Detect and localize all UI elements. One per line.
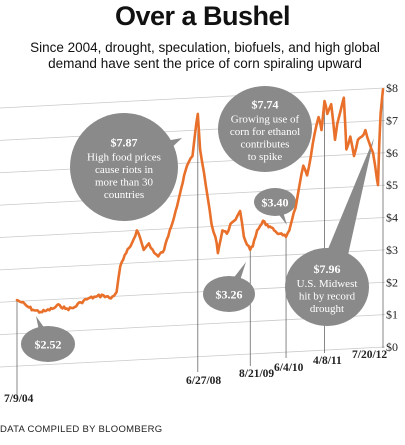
y-axis-tick-labels: $0 $1 $2 $3 $4 $5 $6 $7 $8 [386,81,398,354]
annotation-text: more than 30 [95,177,154,189]
date-label: 7/20/12 [352,349,387,361]
annotation-text: countries [104,189,144,201]
date-label: 6/4/10 [274,362,304,374]
date-label: 8/21/09 [239,368,274,380]
annotation-value: $7.96 [314,262,341,276]
chart-title: Over a Bushel [114,1,291,31]
bubble-body [21,326,75,362]
price-line [15,88,385,314]
bubble-body [203,276,255,312]
grid-line [0,119,386,141]
bubble-body [254,188,296,216]
annotation-text: Growing use of [231,114,300,126]
grid-line [0,346,386,368]
y-tick-label: $4 [386,211,398,225]
annotation-bubble: $2.52 [21,316,75,362]
date-labels: 7/9/04 6/27/08 8/21/09 6/4/10 4/8/11 7/20/12 [4,349,387,405]
price-line-series [15,88,385,314]
y-tick-label: $1 [386,308,398,322]
annotation-value: $7.87 [111,136,138,150]
annotation-bubble: $3.26 [203,262,255,312]
annotation-text: to spike [248,151,283,163]
date-label: 6/27/08 [186,375,221,387]
annotation-value: $3.40 [262,196,289,210]
annotation-text: U.S. Midwest [297,278,358,290]
y-tick-label: $7 [386,113,398,127]
y-tick-label: $5 [386,178,398,192]
y-tick-label: $3 [386,243,398,257]
annotation-text: cause riots in [95,164,154,176]
grid-line [0,184,386,206]
annotation-bubble: $3.40 [254,188,296,225]
date-label: 4/8/11 [313,355,342,367]
grid-line [0,87,386,109]
annotation-text: drought [310,303,344,315]
y-tick-label: $0 [386,340,398,354]
annotation-text: hit by record [299,290,356,302]
y-tick-label: $8 [386,81,398,95]
bubble-body [70,113,178,221]
bubble-body [218,86,312,172]
grid-line [0,217,386,238]
bubble-body [285,248,369,326]
annotation-value: $7.74 [252,98,279,112]
y-tick-label: $6 [386,146,398,160]
annotation-text: contributes [241,139,290,151]
annotation-value: $2.52 [35,338,62,352]
source-note: DATA COMPILED BY BLOOMBERG [0,424,163,435]
annotation-text: High food prices [87,152,161,164]
date-label: 7/9/04 [4,393,34,405]
y-tick-label: $2 [386,275,398,289]
grid-line [0,152,386,174]
chart-subtitle: Since 2004, drought, speculation, biofue… [30,40,380,71]
annotation-value: $3.26 [216,288,243,302]
annotation-text: corn for ethanol [230,126,300,138]
